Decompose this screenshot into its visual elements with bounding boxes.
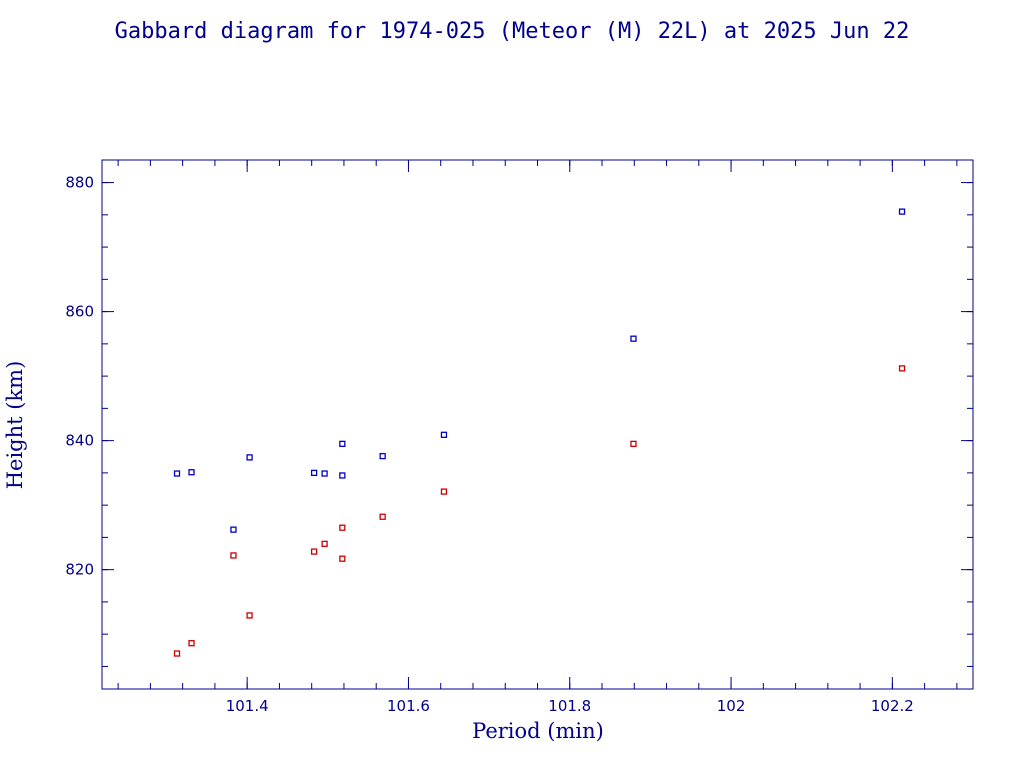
apogee-point	[321, 470, 328, 477]
apogee-point	[188, 469, 195, 476]
y-tick-label: 820	[65, 561, 94, 579]
x-tick-label: 101.4	[226, 697, 269, 715]
apogee-point	[339, 440, 346, 448]
x-tick-label: 102.2	[871, 697, 914, 715]
y-tick-label: 840	[65, 432, 94, 450]
y-tick-label: 880	[65, 174, 94, 192]
axis-ticks	[102, 160, 973, 689]
chart-title: Gabbard diagram for 1974-025 (Meteor (M)…	[115, 19, 910, 44]
x-axis-title: Period (min)	[472, 719, 604, 743]
apogee-point	[379, 452, 386, 460]
perigee-point	[339, 555, 346, 562]
apogee-point	[246, 454, 253, 461]
perigee-point	[898, 365, 906, 372]
x-tick-label: 102	[717, 697, 746, 715]
apogee-point	[440, 431, 448, 438]
y-tick-label: 860	[65, 303, 94, 321]
series-apogee	[173, 208, 906, 533]
apogee-point	[173, 470, 181, 477]
apogee-point	[230, 526, 237, 533]
x-tick-label: 101.6	[387, 697, 430, 715]
perigee-point	[321, 540, 328, 547]
apogee-point	[630, 335, 637, 342]
perigee-point	[630, 440, 637, 448]
series-perigee	[173, 365, 906, 657]
perigee-point	[173, 650, 181, 657]
y-axis-title: Height (km)	[3, 361, 27, 490]
apogee-point	[339, 472, 346, 479]
perigee-point	[310, 548, 318, 555]
perigee-point	[230, 552, 237, 559]
tick-labels: 101.4 101.6 101.8 102 102.2 820 840 860 880	[65, 174, 913, 715]
data-points	[173, 208, 906, 657]
apogee-point	[898, 208, 906, 215]
perigee-point	[379, 513, 386, 520]
apogee-point	[310, 469, 318, 477]
perigee-point	[246, 612, 253, 619]
perigee-point	[188, 640, 195, 647]
perigee-point	[440, 488, 448, 495]
x-tick-label: 101.8	[548, 697, 591, 715]
perigee-point	[339, 524, 346, 531]
plot-frame	[101, 159, 974, 690]
